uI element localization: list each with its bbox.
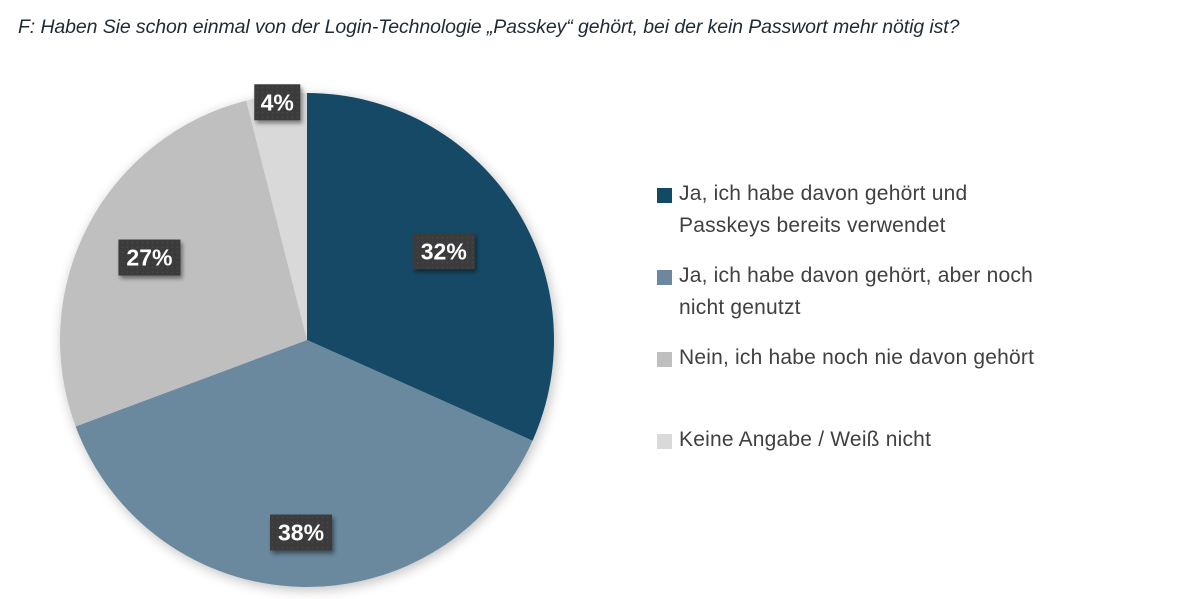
legend-item-never-heard: Nein, ich habe noch nie davon gehört: [657, 342, 1034, 374]
data-label-text: 4%: [261, 89, 294, 115]
data-label: 27%: [118, 239, 181, 276]
chart-title: F: Haben Sie schon einmal von der Login-…: [18, 16, 960, 38]
slice-no-answer: [246, 93, 307, 340]
legend-label: Nein, ich habe noch nie davon gehört: [679, 342, 1034, 374]
data-label: 38%: [270, 514, 333, 551]
legend-label-line: Nein, ich habe noch nie davon gehört: [679, 346, 1035, 369]
legend-label-line: nicht genutzt: [679, 296, 801, 319]
legend-label: Ja, ich habe davon gehört und Passkeys b…: [679, 178, 967, 242]
legend-item-no-answer: Keine Angabe / Weiß nicht: [657, 424, 931, 456]
data-label-text: 38%: [278, 520, 324, 546]
legend-label-line: Passkeys bereits verwendet: [679, 214, 946, 237]
legend-label-line: Keine Angabe / Weiß nicht: [679, 428, 932, 451]
pie-slices: [59, 93, 554, 587]
data-label: 4%: [254, 84, 301, 121]
data-label-box: [270, 514, 333, 551]
data-label-box: [118, 239, 181, 276]
legend-label: Ja, ich habe davon gehört, aber noch nic…: [679, 260, 1033, 324]
slice-never-heard: [59, 100, 307, 427]
legend-item-heard-not-used: Ja, ich habe davon gehört, aber noch nic…: [657, 260, 1033, 324]
legend-swatch: [657, 188, 672, 203]
legend-label: Keine Angabe / Weiß nicht: [679, 424, 931, 456]
legend-swatch: [657, 352, 672, 367]
legend-label-line: Ja, ich habe davon gehört und: [679, 182, 968, 205]
data-label: 32%: [412, 233, 475, 270]
legend-item-used: Ja, ich habe davon gehört und Passkeys b…: [657, 178, 967, 242]
legend-swatch: [657, 434, 672, 449]
data-label-text: 32%: [421, 238, 467, 264]
data-label-box: [254, 84, 301, 121]
data-label-box: [412, 233, 475, 270]
legend-label-line: Ja, ich habe davon gehört, aber noch: [679, 264, 1033, 287]
legend-swatch: [657, 270, 672, 285]
data-label-text: 27%: [126, 245, 172, 271]
pie-data-labels: 32% 38% 27% 4%: [118, 84, 475, 551]
slice-heard-not-used: [75, 340, 533, 587]
